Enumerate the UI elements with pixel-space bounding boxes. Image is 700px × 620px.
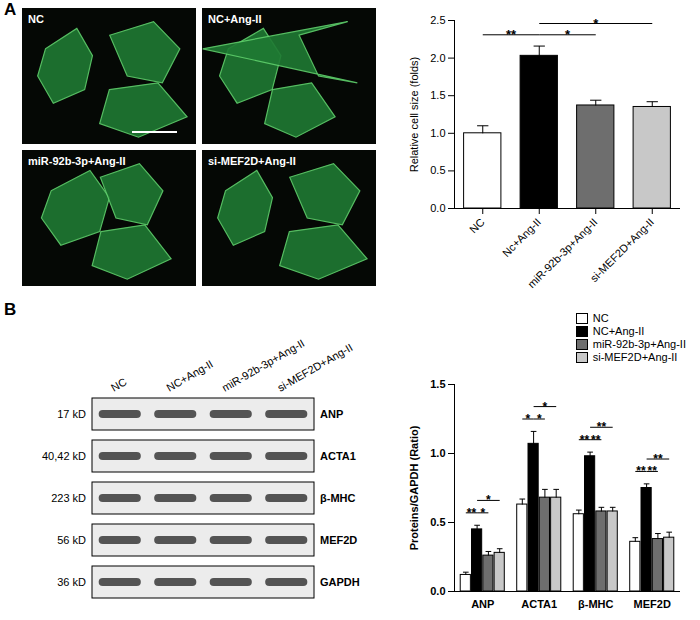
svg-text:0.5: 0.5 [430,164,445,176]
svg-text:NC: NC [28,13,44,25]
svg-text:36 kD: 36 kD [57,576,86,588]
svg-text:**: ** [636,464,646,478]
svg-text:ANP: ANP [471,598,494,610]
svg-text:miR-92b-3p+Ang-II: miR-92b-3p+Ang-II [525,216,599,290]
svg-text:si-MEF2D+Ang-II: si-MEF2D+Ang-II [588,216,656,284]
svg-text:*: * [543,400,548,414]
svg-text:1.0: 1.0 [430,447,445,459]
svg-text:ANP: ANP [320,408,343,420]
svg-text:*: * [537,412,542,426]
svg-text:NC: NC [467,216,487,236]
svg-text:*: * [565,27,571,42]
svg-text:1.0: 1.0 [430,127,445,139]
svg-text:0.0: 0.0 [430,202,445,214]
svg-text:**: ** [506,27,517,42]
svg-text:223 kD: 223 kD [51,492,86,504]
svg-text:β-MHC: β-MHC [320,492,355,504]
svg-text:NC+Ang-II: NC+Ang-II [208,13,261,25]
svg-text:ACTA1: ACTA1 [521,598,557,610]
svg-text:si-MEF2D+Ang-II: si-MEF2D+Ang-II [275,341,354,394]
svg-text:NC: NC [109,375,129,393]
html-text:NC: NC [592,312,609,324]
svg-text:*: * [480,506,485,520]
svg-text:miR-92b-3p+Ang-II: miR-92b-3p+Ang-II [28,155,125,167]
svg-text:GAPDH: GAPDH [320,576,360,588]
svg-text:2.0: 2.0 [430,52,445,64]
svg-text:40,42 kD: 40,42 kD [42,450,86,462]
svg-text:0.5: 0.5 [430,516,445,528]
svg-text:Nc+Ang-II: Nc+Ang-II [500,216,543,259]
svg-text:MEF2D: MEF2D [634,598,671,610]
svg-text:**: ** [580,433,590,447]
html-text:B: B [4,300,17,319]
svg-text:1.5: 1.5 [430,89,445,101]
svg-text:**: ** [597,420,607,434]
svg-text:*: * [526,412,531,426]
html-text:A: A [4,0,17,19]
svg-text:17 kD: 17 kD [57,408,86,420]
html-text:si-MEF2D+Ang-II: si-MEF2D+Ang-II [592,351,678,363]
svg-text:ACTA1: ACTA1 [320,450,356,462]
svg-text:*: * [593,16,599,31]
svg-text:β-MHC: β-MHC [578,598,613,610]
svg-text:**: ** [653,452,663,466]
svg-text:Proteins/GAPDH (Ratio): Proteins/GAPDH (Ratio) [408,425,420,550]
svg-text:2.5: 2.5 [430,14,445,26]
svg-text:1.5: 1.5 [430,378,445,390]
svg-text:NC+Ang-II: NC+Ang-II [164,358,215,394]
svg-text:**: ** [591,433,601,447]
svg-text:**: ** [648,464,658,478]
svg-text:Relative cell size (folds): Relative cell size (folds) [408,57,420,173]
svg-text:si-MEF2D+Ang-II: si-MEF2D+Ang-II [208,155,296,167]
svg-text:56 kD: 56 kD [57,534,86,546]
svg-text:*: * [486,493,491,507]
svg-text:0.0: 0.0 [430,585,445,597]
html-text:miR-92b-3p+Ang-II: miR-92b-3p+Ang-II [592,338,686,350]
html-text:NC+Ang-II: NC+Ang-II [592,325,645,337]
svg-text:MEF2D: MEF2D [320,534,357,546]
svg-text:miR-92b-3p+Ang-II: miR-92b-3p+Ang-II [219,336,307,394]
svg-text:**: ** [467,506,477,520]
